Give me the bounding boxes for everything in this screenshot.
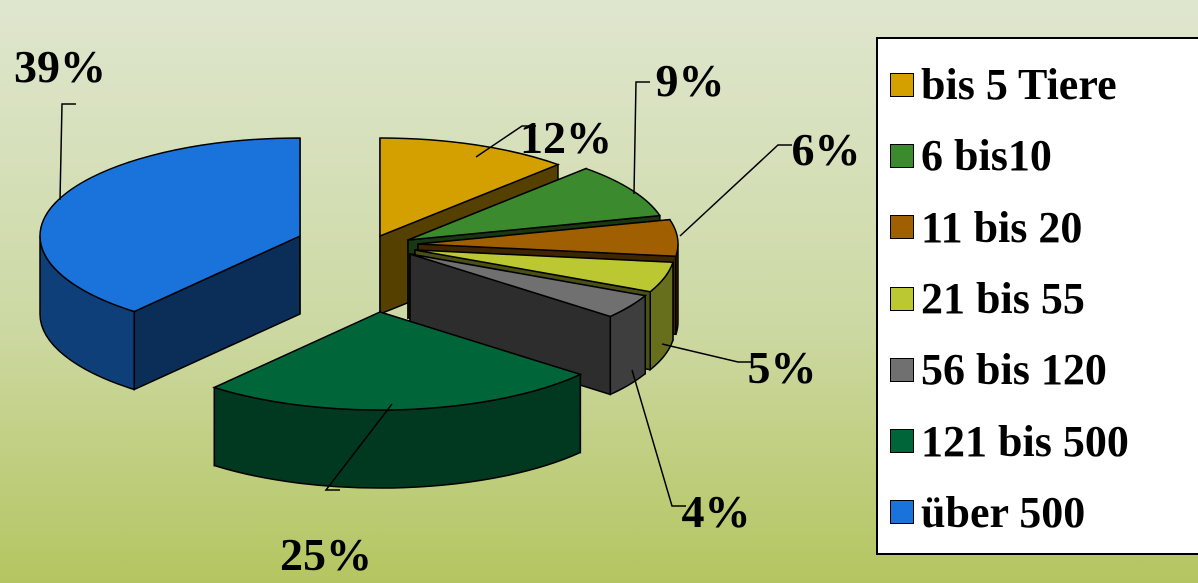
legend-label: 11 bis 20: [921, 202, 1083, 252]
legend-swatch: [890, 286, 914, 311]
legend-item: über 500: [890, 477, 1198, 548]
leader-line: [631, 369, 686, 507]
slice-top: [379, 137, 561, 238]
legend-swatch: [890, 357, 914, 382]
data-label: 9%: [656, 55, 725, 106]
legend-label: 121 bis 500: [921, 416, 1129, 466]
legend-item: 6 bis10: [890, 120, 1198, 191]
data-label: 25%: [280, 529, 372, 580]
legend-item: 121 bis 500: [890, 405, 1198, 476]
leader-line: [324, 403, 393, 491]
slice-top: [414, 249, 674, 293]
slice-top: [409, 253, 648, 318]
leader-line: [59, 103, 76, 201]
leader-line: [475, 125, 536, 158]
data-label: 12%: [520, 112, 612, 163]
legend-item: 21 bis 55: [890, 263, 1198, 334]
leader-line: [661, 343, 752, 363]
data-label: 5%: [748, 342, 817, 393]
data-label: 4%: [682, 486, 751, 537]
leader-line: [679, 144, 792, 237]
legend-label: über 500: [921, 487, 1086, 537]
data-label: 39%: [14, 41, 106, 92]
slice-rim: [675, 243, 679, 335]
leader-line: [633, 81, 650, 195]
legend-item: bis 5 Tiere: [890, 49, 1198, 120]
legend: bis 5 Tiere 6 bis10 11 bis 20 21 bis 55 56 b…: [876, 37, 1198, 555]
legend-item: 11 bis 20: [890, 192, 1198, 263]
legend-swatch: [890, 429, 914, 454]
pie-slice: [409, 252, 648, 396]
slice-top: [212, 311, 583, 411]
legend-swatch: [890, 143, 914, 168]
data-label: 6%: [792, 124, 861, 175]
legend-label: 6 bis10: [921, 131, 1052, 181]
slice-top: [417, 218, 679, 258]
pie-slice: [212, 310, 583, 489]
slice-top: [39, 137, 301, 313]
legend-label: 21 bis 55: [921, 274, 1085, 324]
legend-label: bis 5 Tiere: [921, 60, 1117, 110]
pie-slice: [39, 137, 301, 391]
legend-swatch: [890, 215, 914, 240]
slice-top: [407, 167, 662, 241]
pie-chart: 12% 9% 6% 5% 4% 25% 39%: [14, 41, 861, 580]
legend-swatch: [890, 500, 914, 525]
legend-item: 56 bis 120: [890, 334, 1198, 405]
legend-label: 56 bis 120: [921, 345, 1107, 395]
legend-swatch: [890, 72, 914, 97]
